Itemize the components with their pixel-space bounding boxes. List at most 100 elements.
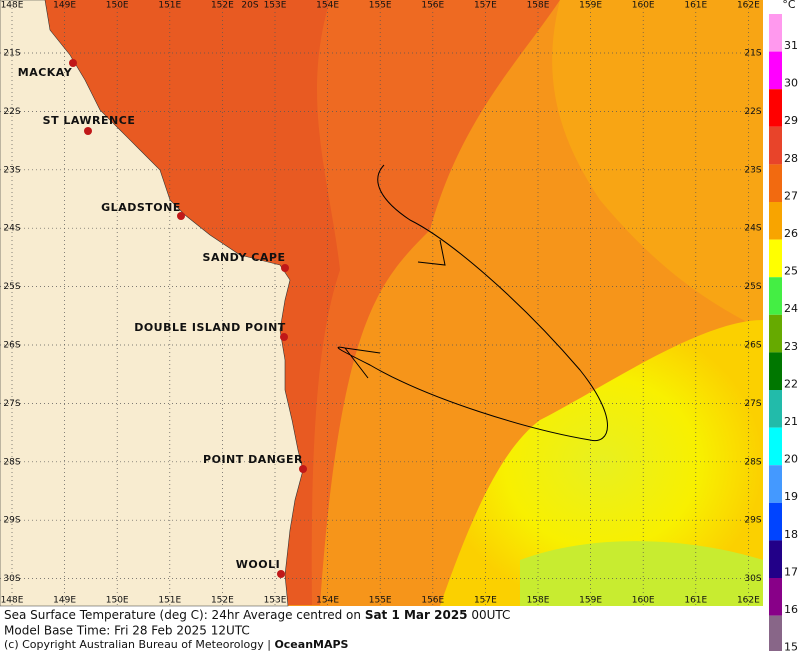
lon-label: 148E: [1, 1, 24, 11]
lat-label: 29S: [744, 516, 761, 526]
caption-text: 00UTC: [468, 608, 511, 622]
colorbar-label: 30: [784, 77, 798, 90]
colorbar-label: 19: [784, 490, 798, 503]
colorbar-band: [769, 164, 782, 202]
colorbar-unit: °C: [782, 0, 796, 11]
lon-label: 153E: [264, 596, 287, 606]
lat-label: 24S: [3, 224, 20, 234]
colorbar-band: [769, 578, 782, 616]
lat-label: 22S: [3, 107, 20, 117]
lat-label: 21S: [3, 49, 20, 59]
place-marker: [280, 333, 288, 341]
lon-label: 155E: [369, 596, 392, 606]
place-name: WOOLI: [236, 558, 280, 571]
lat-label: 24S: [744, 224, 761, 234]
colorbar-label: 29: [784, 114, 798, 127]
colorbar: °C 31 30 29 28 27 26 25 24 23 22 21 20 19 18 17 16 15: [769, 0, 798, 654]
lat-label: 27S: [3, 399, 20, 409]
place-name: ST LAWRENCE: [43, 114, 136, 127]
place-marker: [84, 127, 92, 135]
lat-label: 28S: [3, 457, 20, 467]
lon-label: 153E: [264, 1, 287, 11]
lat-label: 20S: [241, 1, 258, 11]
colorbar-band: [769, 427, 782, 466]
lat-label: 27S: [744, 399, 761, 409]
lon-label: 148E: [1, 596, 24, 606]
lon-label: 159E: [579, 1, 602, 11]
caption-line-1: Sea Surface Temperature (deg C): 24hr Av…: [4, 608, 510, 622]
colorbar-label: 27: [784, 189, 798, 202]
caption-line-3: (c) Copyright Australian Bureau of Meteo…: [4, 638, 349, 651]
lat-label: 21S: [744, 49, 761, 59]
caption-brand: OceanMAPS: [274, 638, 348, 651]
place-marker: [281, 264, 289, 272]
place-name: POINT DANGER: [203, 453, 303, 466]
lon-label: 159E: [579, 596, 602, 606]
lon-label: 161E: [684, 596, 707, 606]
colorbar-band: [769, 126, 782, 165]
colorbar-band: [769, 615, 782, 654]
track: [337, 164, 608, 442]
colorbar-label: 23: [784, 340, 798, 353]
place-marker: [69, 59, 77, 67]
lon-label: 156E: [421, 1, 444, 11]
lat-label: 22S: [744, 107, 761, 117]
lon-label: 158E: [527, 596, 550, 606]
colorbar-label: 20: [784, 453, 798, 466]
lat-label: 23S: [3, 165, 20, 175]
lat-label: 29S: [3, 516, 20, 526]
graticule: [0, 0, 763, 606]
caption-text: Sea Surface Temperature (deg C): 24hr Av…: [4, 608, 365, 622]
lat-label: 30S: [3, 574, 20, 584]
lat-label: 25S: [744, 282, 761, 292]
colorbar-band: [769, 202, 782, 240]
colorbar-label: 25: [784, 265, 798, 278]
lon-label: 156E: [421, 596, 444, 606]
caption-line-2: Model Base Time: Fri 28 Feb 2025 12UTC: [4, 624, 250, 638]
colorbar-label: 22: [784, 377, 798, 390]
colorbar-label: 17: [784, 565, 798, 578]
lon-label: 158E: [527, 1, 550, 11]
colorbar-band: [769, 51, 782, 90]
lon-label: 162E: [737, 1, 760, 11]
colorbar-band: [769, 540, 782, 578]
place-marker: [177, 212, 185, 220]
land: [0, 0, 304, 607]
lon-label: 155E: [369, 1, 392, 11]
colorbar-band: [769, 14, 782, 52]
colorbar-label: 24: [784, 302, 798, 315]
place-name: SANDY CAPE: [203, 251, 286, 264]
colorbar-label: 26: [784, 227, 798, 240]
lon-label: 160E: [632, 596, 655, 606]
lon-label: 150E: [106, 1, 129, 11]
colorbar-label: 18: [784, 528, 798, 541]
lat-label: 26S: [3, 341, 20, 351]
place-name: MACKAY: [18, 66, 73, 79]
lon-label: 150E: [106, 596, 129, 606]
place-name: GLADSTONE: [101, 201, 181, 214]
colorbar-band: [769, 89, 782, 127]
colorbar-label: 28: [784, 152, 798, 165]
colorbar-label: 31: [784, 39, 798, 52]
colorbar-band: [769, 502, 782, 541]
lat-label: 26S: [744, 341, 761, 351]
lon-label: 149E: [53, 1, 76, 11]
colorbar-band: [769, 314, 782, 353]
colorbar-band: [769, 277, 782, 315]
lon-label: 157E: [474, 596, 497, 606]
lon-label: 162E: [737, 596, 760, 606]
lat-label: 23S: [744, 165, 761, 175]
lon-label: 157E: [474, 1, 497, 11]
colorbar-label: 21: [784, 415, 798, 428]
colorbar-band: [769, 239, 782, 278]
lon-label: 154E: [316, 596, 339, 606]
lon-label: 151E: [158, 596, 181, 606]
lat-label: 25S: [3, 282, 20, 292]
colorbar-band: [769, 352, 782, 390]
colorbar-band: [769, 390, 782, 428]
caption-date: Sat 1 Mar 2025: [365, 608, 468, 622]
place-marker: [277, 570, 285, 578]
lat-label: 30S: [744, 574, 761, 584]
lat-label: 28S: [744, 457, 761, 467]
